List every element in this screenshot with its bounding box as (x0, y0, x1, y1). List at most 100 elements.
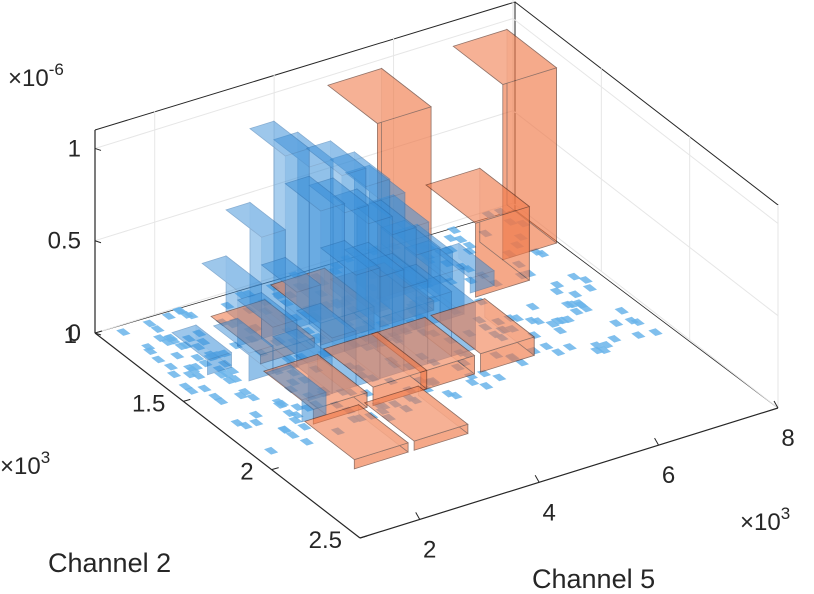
z-exponent-value: -6 (49, 60, 64, 79)
floor-bin (238, 421, 253, 430)
floor-bin (208, 392, 223, 401)
floor-bin (630, 318, 645, 326)
floor-bin (225, 366, 240, 375)
floor-bin (562, 343, 577, 351)
floor-bin (289, 411, 304, 419)
coarse-bin (430, 297, 536, 373)
floor-bin (233, 391, 248, 400)
y-tick-label: 2.5 (309, 527, 342, 554)
floor-bin (568, 290, 583, 299)
floor-bin (277, 426, 292, 434)
coarse-bin-top-face (363, 385, 469, 442)
floor-bin (143, 347, 158, 355)
floor-bin (178, 382, 193, 391)
floor-bin (222, 376, 237, 385)
fine-bin-top-face (273, 131, 334, 168)
z-tick-label: 1 (68, 135, 81, 162)
axis-ticks: 0 0.5 1 1 1.5 2 2.5 2 4 6 8 (48, 135, 795, 563)
z-multiplier: ×10 (8, 65, 49, 92)
floor-bin (238, 388, 253, 396)
y-exponent-value: 3 (41, 448, 50, 467)
floor-bin (461, 265, 476, 273)
histogram-bars (171, 28, 558, 470)
x-exponent-value: 3 (781, 504, 790, 523)
y-tick-mark (183, 398, 191, 402)
floor-bin (554, 316, 570, 325)
coarse-bin (363, 385, 469, 451)
y-tick-label: 2 (240, 459, 253, 486)
floor-bin (264, 446, 279, 455)
floor-bin (509, 314, 525, 322)
x-axis-exponent: ×103 (740, 504, 790, 536)
floor-bin (271, 398, 286, 406)
coarse-bin-top-face (327, 68, 432, 124)
z-axis-exponent: ×10-6 (8, 60, 64, 92)
floor-bin (599, 341, 614, 349)
floor-bin (607, 335, 622, 343)
floor-bin (448, 391, 463, 400)
fine-bin-top-face (305, 140, 367, 177)
x-tick-label: 8 (781, 425, 794, 452)
fine-bin-top-face (225, 202, 287, 238)
x-tick-label: 2 (423, 536, 436, 563)
floor-bin (153, 334, 168, 342)
coarse-bin-top-face (322, 331, 428, 388)
floor-bin (549, 287, 564, 296)
back-floor-edge (514, 209, 779, 409)
x-tick-label: 6 (662, 462, 675, 489)
z-tick-mark (94, 147, 102, 151)
floor-bin (569, 307, 584, 316)
floor-bin (162, 334, 177, 343)
floor-bin (161, 312, 176, 320)
floor-bin (163, 362, 178, 371)
floor-bin (220, 301, 235, 310)
fine-bin-top-face (171, 324, 233, 361)
floor-bin (188, 362, 203, 371)
floor-bin (116, 328, 131, 336)
x-multiplier: ×10 (740, 509, 781, 536)
floor-bin (525, 302, 540, 311)
floor-bin (183, 364, 198, 372)
floor-bin (590, 346, 605, 355)
coarse-bin-top-face (430, 298, 536, 355)
fine-bin-top-face (308, 177, 370, 214)
y-tick-mark (271, 467, 279, 471)
floor-bin (249, 418, 264, 427)
y-tick-mark (94, 330, 103, 334)
floor-bin (631, 331, 646, 339)
x-tick-mark (773, 400, 779, 409)
floor-bin (285, 431, 300, 439)
floor-bin (578, 304, 593, 313)
floor-bin (589, 341, 604, 350)
floor-bin (170, 351, 185, 360)
floor-bin (560, 300, 575, 309)
floor-bin (614, 306, 629, 315)
fine-bin (171, 324, 233, 376)
floor-bin (479, 382, 494, 390)
floor-bin (290, 403, 305, 411)
floor-bin (609, 319, 624, 327)
y-axis-label: Channel 2 (48, 548, 171, 578)
coarse-bin-top-face (304, 404, 409, 461)
y-tick-label: 1 (64, 322, 77, 349)
floor-bin (297, 422, 312, 431)
floor-bin (248, 410, 263, 419)
floor-bin (181, 334, 196, 343)
fine-bin-top-face (236, 292, 298, 328)
floor-bin (142, 319, 157, 328)
floor-bin (462, 241, 477, 250)
fine-bin-top-face (295, 302, 357, 339)
floor-bin (214, 370, 229, 379)
floor-bin (566, 272, 582, 281)
x-tick-mark (415, 512, 421, 520)
floor-bin (178, 341, 193, 349)
fine-bin (434, 242, 495, 294)
z-tick-mark (94, 240, 102, 244)
floor-bin (648, 328, 663, 336)
fine-bin-top-face (284, 175, 346, 212)
z-tick-label: 0.5 (48, 228, 81, 255)
floor-bin (196, 337, 211, 346)
y-axis-exponent: ×103 (0, 448, 50, 480)
floor-bin (203, 350, 218, 359)
